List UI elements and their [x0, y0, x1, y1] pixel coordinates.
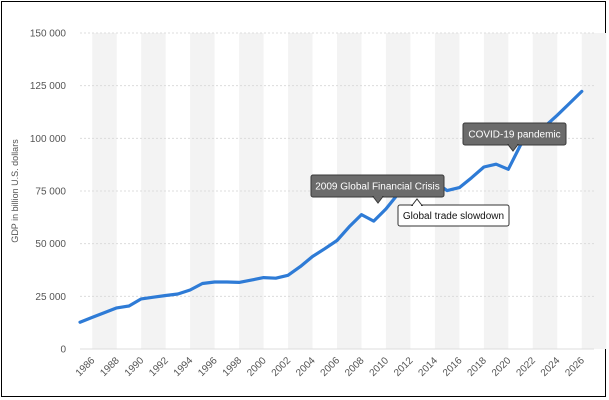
x-tick-label: 2022	[514, 355, 538, 379]
y-axis-title: GDP in billion U.S. dollars	[10, 139, 20, 243]
x-tick-label: 1996	[196, 355, 220, 379]
annotation-label: COVID-19 pandemic	[468, 130, 560, 141]
event-annotations: 2009 Global Financial Crisis Global trade…	[310, 122, 567, 227]
x-tick-label: 2012	[392, 355, 416, 379]
annotation-callout: COVID-19 pandemic	[462, 122, 567, 152]
annotation-callout: 2009 Global Financial Crisis	[310, 174, 445, 204]
x-tick-label: 2018	[465, 355, 489, 379]
annotation-callout: Global trade slowdown	[397, 198, 510, 227]
x-tick-label: 1986	[74, 355, 98, 379]
gdp-series-line	[78, 89, 584, 324]
y-tick-label: 0	[60, 345, 66, 356]
annotation-pointer	[371, 196, 385, 204]
annotation-pointer	[410, 198, 424, 206]
x-tick-label: 2000	[245, 355, 269, 379]
y-tick-label: 25 000	[35, 292, 66, 303]
x-tick-label: 1992	[147, 355, 171, 379]
x-tick-label: 1990	[123, 355, 147, 379]
x-tick-label: 2002	[270, 355, 294, 379]
y-axis-tick-labels: 0 25 000 50 000 75 000 100 000 125 000 150 000	[30, 29, 67, 356]
column-band	[190, 33, 215, 349]
annotation-label: Global trade slowdown	[403, 211, 504, 222]
y-tick-label: 100 000	[30, 134, 67, 145]
x-tick-label: 1998	[221, 355, 245, 379]
y-tick-label: 150 000	[30, 29, 67, 40]
column-band	[239, 33, 264, 349]
series-lines	[78, 89, 584, 324]
x-tick-label: 2008	[343, 355, 367, 379]
y-tick-label: 125 000	[30, 81, 67, 92]
x-tick-label: 2006	[319, 355, 343, 379]
x-tick-label: 1988	[98, 355, 122, 379]
y-tick-label: 75 000	[35, 187, 66, 198]
x-tick-label: 2026	[563, 355, 587, 379]
y-tick-label: 50 000	[35, 239, 66, 250]
x-tick-label: 2020	[490, 355, 514, 379]
x-tick-label: 2024	[539, 355, 563, 379]
annotation-label: 2009 Global Financial Crisis	[315, 182, 440, 193]
annotation-box	[397, 204, 510, 227]
x-tick-label: 2014	[417, 355, 441, 379]
x-tick-label: 1994	[172, 355, 196, 379]
x-tick-label: 2004	[294, 355, 318, 379]
x-tick-label: 2016	[441, 355, 465, 379]
x-axis-tick-labels: 1986 1988 1990 1992 1994 1996 1998 2000 2002 2004…	[74, 355, 587, 379]
x-tick-label: 2010	[368, 355, 392, 379]
